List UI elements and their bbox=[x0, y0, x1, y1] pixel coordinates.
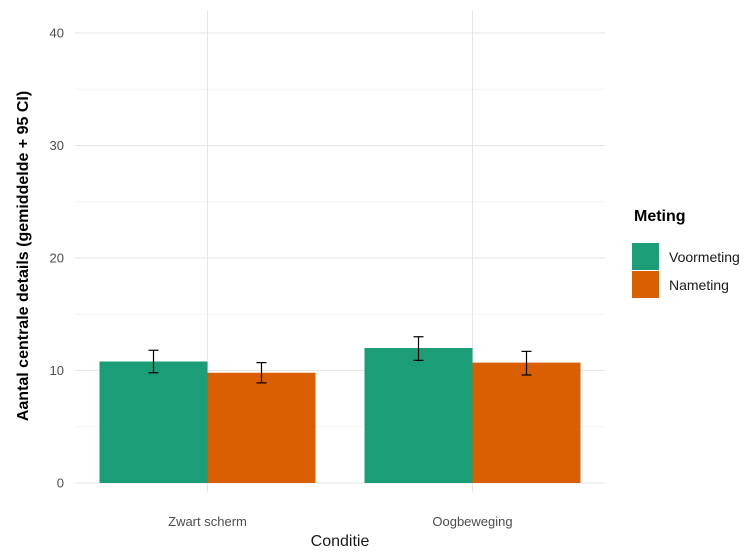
legend-title: Meting bbox=[634, 208, 686, 225]
error-bar bbox=[148, 349, 159, 374]
error-bar bbox=[413, 336, 424, 361]
bar-voormeting-1 bbox=[99, 361, 208, 483]
bar-nameting-2 bbox=[472, 362, 581, 483]
legend-swatch bbox=[632, 243, 659, 270]
bar-voormeting-2 bbox=[364, 348, 473, 483]
legend-swatch bbox=[632, 271, 659, 298]
y-tick-label: 10 bbox=[50, 363, 64, 378]
x-tick-labels: Zwart scherm Oogbeweging bbox=[168, 514, 512, 529]
legend: Meting Voormeting Nameting bbox=[632, 208, 740, 298]
error-bars bbox=[148, 336, 532, 384]
y-tick-label: 0 bbox=[57, 476, 64, 491]
x-axis-title: Conditie bbox=[311, 533, 370, 550]
legend-item-voormeting: Voormeting bbox=[632, 243, 740, 270]
x-tick-label: Oogbeweging bbox=[432, 514, 512, 529]
y-tick-labels: 0 10 20 30 40 bbox=[50, 26, 64, 491]
y-axis-title: Aantal centrale details (gemiddelde + 95… bbox=[15, 91, 32, 421]
y-tick-label: 40 bbox=[50, 26, 64, 41]
legend-item-nameting: Nameting bbox=[632, 271, 729, 298]
y-tick-label: 30 bbox=[50, 138, 64, 153]
bars bbox=[99, 348, 581, 483]
error-bar bbox=[256, 362, 267, 384]
error-bar bbox=[521, 350, 532, 376]
legend-label: Voormeting bbox=[669, 249, 740, 265]
y-tick-label: 20 bbox=[50, 251, 64, 266]
legend-items: Voormeting Nameting bbox=[632, 243, 740, 298]
legend-label: Nameting bbox=[669, 277, 729, 293]
x-tick-label: Zwart scherm bbox=[168, 514, 247, 529]
bar-nameting-1 bbox=[207, 372, 316, 483]
